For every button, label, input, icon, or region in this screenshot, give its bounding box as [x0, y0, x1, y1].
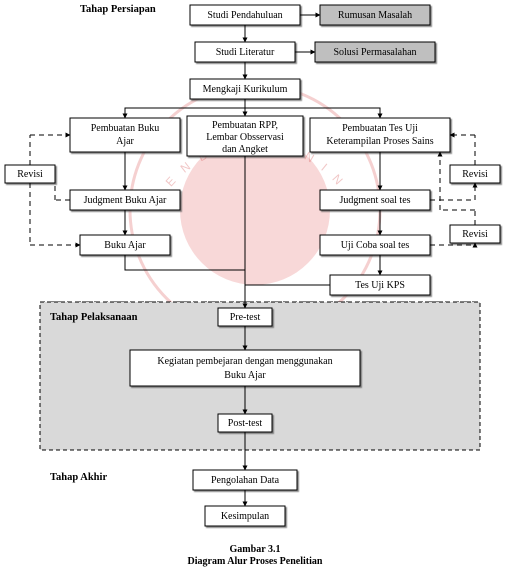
node-pembuatan-buku-ajar-l1: Pembuatan Buku: [91, 123, 160, 134]
node-kegiatan-l1: Kegiatan pembejaran dengan menggunakan: [157, 356, 332, 367]
node-studi-pendahuluan-label: Studi Pendahuluan: [207, 10, 282, 21]
stage-akhir-label: Tahap Akhir: [50, 472, 107, 483]
node-judgment-buku-label: Judgment Buku Ajar: [84, 195, 167, 206]
node-pengolahan-label: Pengolahan Data: [211, 475, 280, 486]
node-studi-literatur-label: Studi Literatur: [216, 47, 275, 58]
node-tes-uji-kps-label: Tes Uji KPS: [355, 280, 405, 291]
node-pembuatan-tes-l1: Pembuatan Tes Uji: [342, 123, 418, 134]
node-rpp-l1: Pembuatan RPP,: [212, 120, 278, 131]
node-revisi-left-label: Revisi: [17, 169, 43, 180]
node-pretest-label: Pre-test: [230, 312, 261, 323]
node-kegiatan-l2: Buku Ajar: [224, 370, 266, 381]
node-revisi-right2-label: Revisi: [462, 229, 488, 240]
caption-line1: Gambar 3.1: [230, 544, 281, 555]
stage-pelaksanaan-label: Tahap Pelaksanaan: [50, 312, 138, 323]
node-pembuatan-buku-ajar-l2: Ajar: [116, 136, 134, 147]
node-revisi-right1-label: Revisi: [462, 169, 488, 180]
node-pembuatan-tes-l2: Keterampilan Proses Sains: [326, 136, 433, 147]
node-kesimpulan-label: Kesimpulan: [221, 511, 269, 522]
node-mengkaji-kurikulum-label: Mengkaji Kurikulum: [203, 84, 288, 95]
node-rpp-l2: Lembar Obsservasi: [206, 132, 284, 143]
node-posttest-label: Post-test: [228, 418, 263, 429]
node-uji-coba-label: Uji Coba soal tes: [341, 240, 410, 251]
stage-persiapan-label: Tahap Persiapan: [80, 4, 156, 15]
node-judgment-soal-label: Judgment soal tes: [339, 195, 410, 206]
node-solusi-label: Solusi Permasalahan: [333, 47, 416, 58]
node-rumusan-masalah-label: Rumusan Masalah: [338, 10, 412, 21]
caption-line2: Diagram Alur Proses Penelitian: [188, 556, 323, 567]
node-rpp-l3: dan Angket: [222, 144, 268, 155]
node-buku-ajar-label: Buku Ajar: [104, 240, 146, 251]
